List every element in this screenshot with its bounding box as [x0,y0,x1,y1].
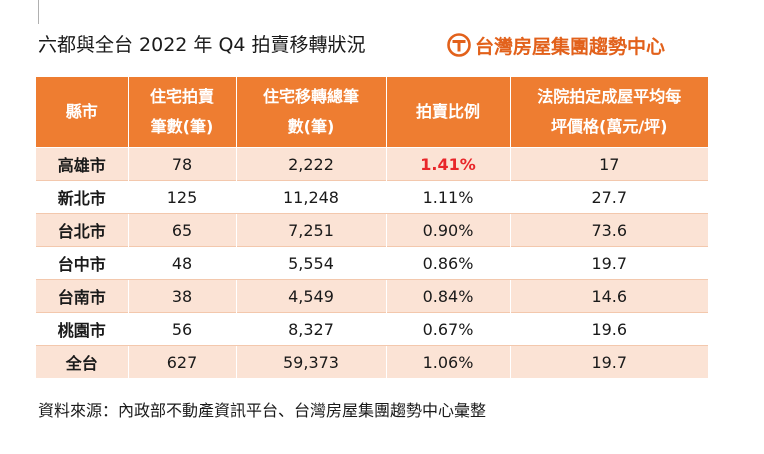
cell-avg-price: 73.6 [510,213,708,247]
source-note: 資料來源：內政部不動產資訊平台、台灣房屋集團趨勢中心彙整 [38,401,487,420]
cell-avg-price: 19.7 [510,345,708,378]
cell-avg-price: 19.6 [510,312,708,346]
cell-avg-price: 27.7 [510,180,708,214]
col-header-auction-ratio: 拍賣比例 [386,77,511,148]
cell-transfer-count: 11,248 [236,180,387,214]
cell-transfer-count: 7,251 [236,213,387,247]
cell-transfer-count: 5,554 [236,246,387,280]
cell-city: 高雄市 [36,147,129,181]
table-row-total: 全台 627 59,373 1.06% 19.7 [36,345,708,378]
auction-transfer-table: 縣市 住宅拍賣 筆數(筆) 住宅移轉總筆 數(筆) 拍賣比例 法院拍定成屋平均每… [36,77,708,378]
cell-city: 台北市 [36,213,129,247]
cell-auction-ratio: 0.90% [386,213,511,247]
cell-auction-count: 125 [128,180,237,214]
page-title: 六都與全台 2022 年 Q4 拍賣移轉狀況 [38,34,366,56]
table-row: 高雄市 78 2,222 1.41% 17 [36,147,708,181]
cell-city: 桃園市 [36,312,129,346]
cell-auction-ratio: 0.86% [386,246,511,280]
cell-transfer-count: 59,373 [236,345,387,378]
table-header-row: 縣市 住宅拍賣 筆數(筆) 住宅移轉總筆 數(筆) 拍賣比例 法院拍定成屋平均每… [36,77,708,148]
table-row: 新北市 125 11,248 1.11% 27.7 [36,180,708,214]
cell-city: 台南市 [36,279,129,313]
cell-transfer-count: 4,549 [236,279,387,313]
cell-avg-price: 17 [510,147,708,181]
cell-auction-ratio: 0.67% [386,312,511,346]
cell-auction-count: 48 [128,246,237,280]
table-row: 台北市 65 7,251 0.90% 73.6 [36,213,708,247]
col-header-city: 縣市 [36,77,129,148]
cell-avg-price: 14.6 [510,279,708,313]
cell-auction-ratio: 1.11% [386,180,511,214]
cell-auction-count: 65 [128,213,237,247]
brand-logo-icon [447,33,471,57]
brand-block: 台灣房屋集團趨勢中心 [447,31,665,59]
cell-auction-ratio: 1.06% [386,345,511,378]
table-row: 台中市 48 5,554 0.86% 19.7 [36,246,708,280]
cell-auction-count: 78 [128,147,237,181]
cell-auction-ratio: 0.84% [386,279,511,313]
cell-city: 台中市 [36,246,129,280]
cell-city: 全台 [36,345,129,378]
brand-name: 台灣房屋集團趨勢中心 [475,35,666,58]
cell-auction-ratio-highlight: 1.41% [386,147,511,181]
table-row: 台南市 38 4,549 0.84% 14.6 [36,279,708,313]
cell-auction-count: 38 [128,279,237,313]
col-header-transfer-count: 住宅移轉總筆 數(筆) [236,77,387,148]
cell-avg-price: 19.7 [510,246,708,280]
cell-auction-count: 627 [128,345,237,378]
col-header-auction-count: 住宅拍賣 筆數(筆) [128,77,237,148]
col-header-avg-price: 法院拍定成屋平均每 坪價格(萬元/坪) [510,77,708,148]
cell-transfer-count: 2,222 [236,147,387,181]
cell-transfer-count: 8,327 [236,312,387,346]
table-row: 桃園市 56 8,327 0.67% 19.6 [36,312,708,346]
cell-city: 新北市 [36,180,129,214]
cell-auction-count: 56 [128,312,237,346]
page-margin-rule [38,0,39,24]
